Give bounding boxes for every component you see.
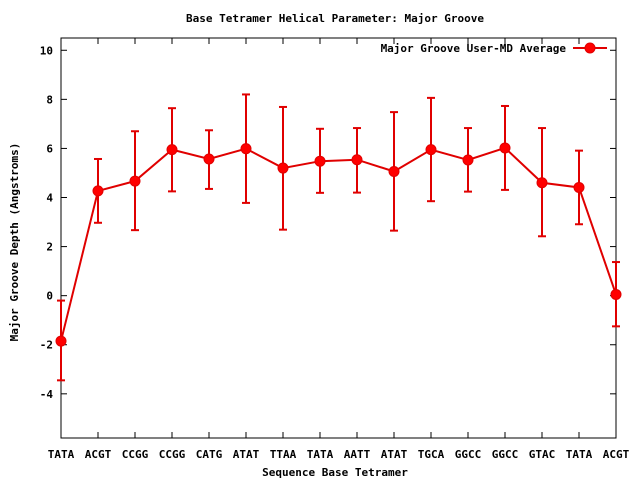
data-point bbox=[610, 288, 622, 300]
legend: Major Groove User-MD Average bbox=[381, 42, 607, 55]
data-point bbox=[573, 181, 585, 193]
y-tick-label: 4 bbox=[46, 192, 53, 205]
x-tick-label: TGCA bbox=[418, 448, 445, 461]
x-tick-label: ACGT bbox=[603, 448, 630, 461]
y-tick-label: 2 bbox=[46, 241, 53, 254]
x-tick-label: GGCC bbox=[492, 448, 519, 461]
data-point bbox=[388, 165, 400, 177]
x-tick-label: CCGG bbox=[122, 448, 149, 461]
x-axis-label: Sequence Base Tetramer bbox=[262, 466, 408, 479]
data-series bbox=[55, 142, 622, 347]
x-tick-label: TATA bbox=[307, 448, 334, 461]
data-point bbox=[55, 335, 67, 347]
x-tick-label: ATAT bbox=[233, 448, 260, 461]
y-tick-label: 0 bbox=[46, 290, 53, 303]
data-point bbox=[314, 155, 326, 167]
data-point bbox=[203, 153, 215, 165]
data-point bbox=[462, 154, 474, 166]
series-line bbox=[60, 146, 617, 342]
data-point bbox=[166, 144, 178, 156]
data-point bbox=[277, 162, 289, 174]
x-tick-label: TTAA bbox=[270, 448, 297, 461]
y-tick-label: -2 bbox=[40, 339, 53, 352]
error-bars bbox=[57, 93, 620, 382]
chart-title: Base Tetramer Helical Parameter: Major G… bbox=[186, 12, 484, 25]
y-tick-label: 8 bbox=[46, 93, 53, 106]
data-point bbox=[92, 185, 104, 197]
legend-marker bbox=[584, 42, 596, 54]
x-tick-label: CCGG bbox=[159, 448, 186, 461]
data-point bbox=[499, 142, 511, 154]
data-point bbox=[129, 175, 141, 187]
y-axis-label: Major Groove Depth (Angstroms) bbox=[8, 143, 21, 342]
plot-frame bbox=[60, 37, 617, 439]
y-tick-label: 10 bbox=[40, 44, 53, 57]
y-tick-label: -4 bbox=[40, 388, 54, 401]
x-tick-label: GGCC bbox=[455, 448, 482, 461]
x-tick-label: ACGT bbox=[85, 448, 112, 461]
x-tick-label: CATG bbox=[196, 448, 223, 461]
x-tick-label: TATA bbox=[48, 448, 75, 461]
x-tick-label: GTAC bbox=[529, 448, 556, 461]
x-axis-ticks: TATA ACGT CCGG CCGG CATG ATAT TTAA TATA AATT ATAT… bbox=[48, 38, 630, 461]
data-point bbox=[536, 177, 548, 189]
legend-label: Major Groove User-MD Average bbox=[381, 42, 567, 55]
x-tick-label: ATAT bbox=[381, 448, 408, 461]
data-point bbox=[240, 143, 252, 155]
data-point bbox=[351, 154, 363, 166]
y-axis-ticks: -4 -2 0 2 4 6 8 10 bbox=[40, 44, 616, 401]
y-tick-label: 6 bbox=[46, 142, 53, 155]
data-point bbox=[425, 144, 437, 156]
x-tick-label: TATA bbox=[566, 448, 593, 461]
x-tick-label: AATT bbox=[344, 448, 371, 461]
